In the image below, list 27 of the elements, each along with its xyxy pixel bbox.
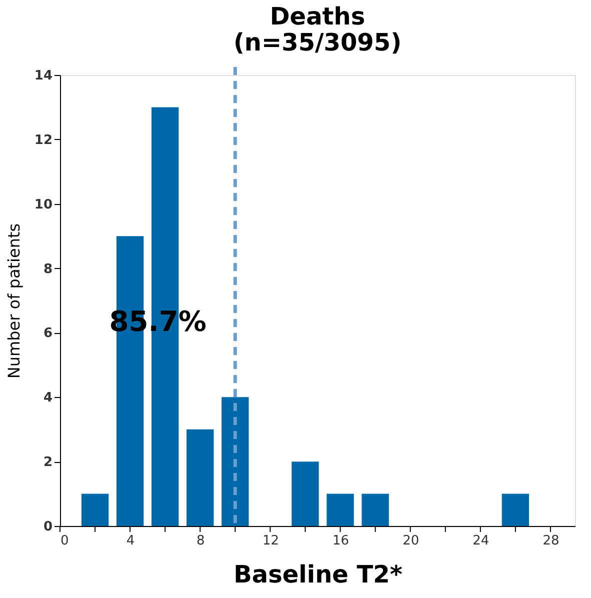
- x-axis-title: Baseline T2*: [234, 560, 403, 588]
- x-tick-label: 0: [60, 534, 69, 548]
- bar: [502, 494, 530, 526]
- x-tick-label: 16: [332, 534, 350, 548]
- bar: [186, 429, 214, 526]
- y-tick-label: 0: [43, 520, 52, 534]
- x-tick-label: 12: [262, 534, 279, 548]
- bar: [222, 397, 249, 526]
- x-tick-label: 28: [542, 534, 560, 548]
- y-tick-label: 10: [34, 197, 52, 212]
- bar: [81, 494, 109, 526]
- y-axis-title: Number of patients: [4, 223, 24, 379]
- text: (n=35/3095): [233, 28, 402, 56]
- y-tick-label: 12: [34, 132, 52, 148]
- bar: [292, 462, 319, 526]
- y-tick-label: 14: [34, 68, 52, 84]
- x-tick-label: 24: [472, 534, 490, 548]
- x-tick-label: 4: [126, 534, 135, 548]
- text: Deaths: [270, 2, 366, 30]
- y-tick-label: 4: [43, 390, 52, 406]
- x-tick-label: 20: [402, 534, 420, 548]
- bar: [362, 494, 389, 526]
- x-tick-label: 8: [196, 534, 205, 548]
- y-tick-label: 8: [43, 262, 52, 277]
- y-tick-label: 2: [43, 455, 52, 470]
- bar: [326, 494, 354, 526]
- y-tick-label: 6: [43, 326, 52, 342]
